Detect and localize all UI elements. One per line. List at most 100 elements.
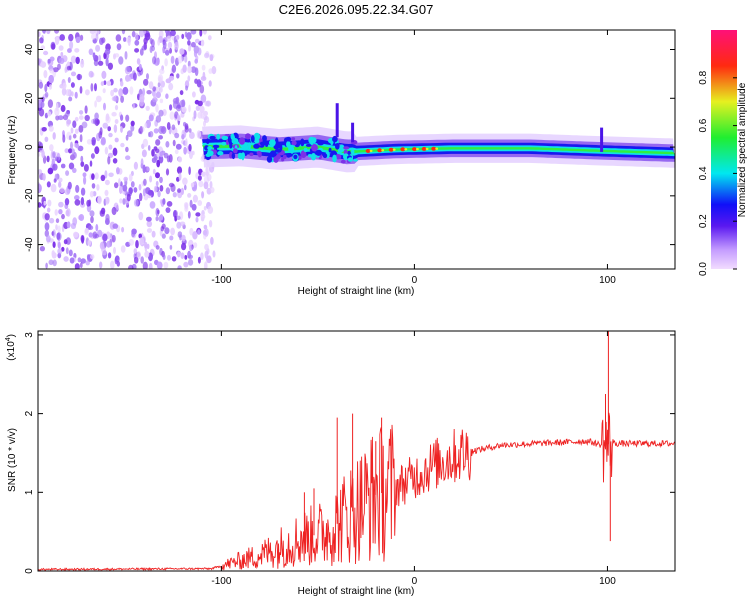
noise-blob [83,164,89,172]
noise-blob [177,188,182,193]
ridge-hotspot [369,149,373,153]
noise-blob [146,73,149,80]
noise-blob [122,184,128,192]
noise-blob [188,128,192,133]
ridge-blob [259,141,267,146]
noise-blob [209,54,214,62]
noise-blob [166,122,171,130]
noise-blob [83,176,87,185]
ridge-blob [273,144,280,150]
noise-blob [191,203,197,211]
noise-blob [143,178,147,186]
noise-blob [182,177,188,186]
noise-blob [169,47,173,54]
noise-blob [116,167,120,175]
noise-blob [169,104,173,111]
noise-blob [71,148,75,155]
noise-blob [134,256,139,264]
noise-blob [155,172,160,179]
noise-blob [134,48,140,53]
ridge-blob [269,150,277,158]
noise-blob [197,256,201,264]
ridge-blob [291,137,296,141]
noise-blob [197,229,201,235]
noise-blob [165,141,170,148]
noise-blob [197,175,202,181]
ridge-blob [335,143,340,150]
noise-blob [144,32,151,41]
noise-blob [123,176,128,182]
noise-blob [38,81,44,89]
noise-blob [55,224,58,231]
noise-blob [112,147,118,156]
noise-blob [155,91,161,99]
noise-blob [52,163,58,171]
noise-blob [94,172,99,180]
colorbar-label: Normalized spectral amplitude [737,82,748,217]
ridge-blob [300,150,307,158]
ridge-blob [343,149,348,155]
noise-blob [189,244,193,252]
noise-blob [204,52,210,59]
noise-blob [68,33,74,42]
noise-blob [182,64,187,73]
noise-blob [93,118,96,125]
ridge-blob [238,152,243,157]
noise-blob [38,152,41,157]
colorbar-gradient [711,30,737,269]
noise-blob [178,172,182,181]
noise-blob [184,125,189,133]
noise-blob [52,132,56,140]
ridge-blob [207,146,213,151]
spectrogram-y-ticks: -40 -20 0 20 40 [24,44,675,252]
noise-blob [181,134,185,140]
noise-blob [44,213,50,221]
noise-blob [79,262,83,269]
ridge-hotspot [404,148,408,151]
noise-blob [151,149,155,157]
noise-blob [110,89,114,97]
noise-blob [126,66,131,72]
noise-blob [204,116,210,123]
noise-blob [208,220,213,228]
noise-blob [47,199,52,207]
noise-blob [176,166,183,174]
noise-blob [172,209,178,218]
noise-blob [194,58,198,64]
noise-blob [110,260,115,269]
noise-blob [54,209,58,216]
noise-blob [43,70,48,79]
ridge-blob [245,133,251,140]
noise-blob [70,141,73,150]
noise-blob [50,183,57,193]
noise-blob [92,52,96,59]
noise-blob [69,40,74,50]
snr-multiplier-base: (x10 [6,341,17,361]
noise-blob [165,168,170,176]
noise-blob [152,86,157,92]
snr-frame [37,330,676,572]
noise-blob [124,51,128,60]
noise-blob [106,240,111,248]
noise-blob [128,239,135,246]
noise-blob [187,75,191,82]
noise-blob [103,80,107,85]
noise-blob [38,169,43,175]
noise-blob [61,87,67,96]
ridge-blob [216,133,221,140]
noise-blob [184,184,187,191]
noise-blob [77,73,81,81]
noise-blob [204,250,209,259]
noise-blob [74,195,80,201]
noise-blob [148,262,153,269]
noise-blob [190,182,195,188]
noise-blob [138,211,144,221]
ridge-blob [328,147,332,153]
noise-blob [133,161,138,170]
noise-blob [105,115,111,124]
noise-blob [77,145,84,152]
noise-blob [189,131,195,139]
ridge-blob [282,154,287,159]
spectrogram-y-tick-label: 40 [24,44,35,56]
noise-blob [122,86,129,95]
